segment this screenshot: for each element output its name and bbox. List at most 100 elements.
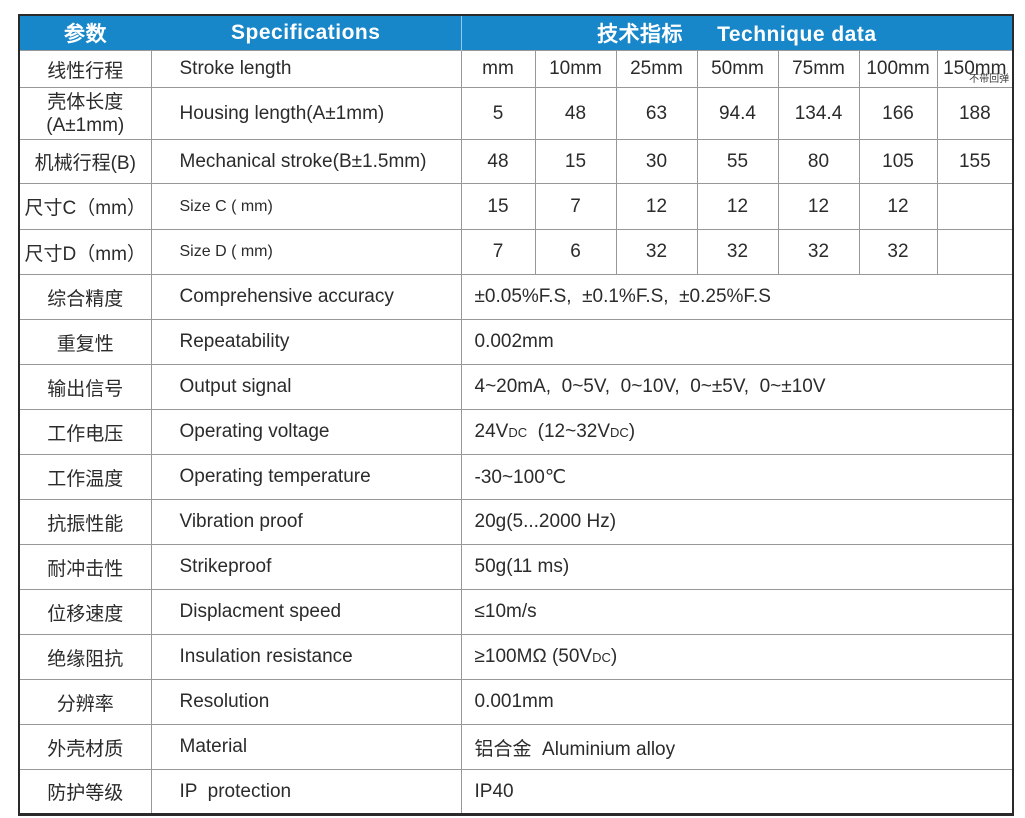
spec-value: ±0.05%F.S, ±0.1%F.S, ±0.25%F.S [460, 274, 1014, 320]
value-text: 150mm [943, 58, 1007, 79]
value-cell: 80 [777, 139, 860, 184]
value-cell: 6 [534, 229, 617, 275]
table-row: 输出信号 Output signal 4~20mA, 0~5V, 0~10V, 0~… [18, 364, 1014, 410]
value-cell: mm [460, 50, 536, 88]
row-label-zh: 分辨率 [18, 679, 152, 725]
header-technique-data: 技术指标 Technique data [460, 15, 1014, 51]
row-label-en: Housing length(A±1mm) [150, 87, 462, 140]
row-label-en: Strikeproof [150, 544, 462, 590]
spec-value: 0.001mm [460, 679, 1014, 725]
row-label-en: Insulation resistance [150, 634, 462, 680]
value-text: 155 [958, 150, 991, 172]
value-cell: 188 [936, 87, 1014, 140]
value-text: ≥100MΩ (50V [474, 646, 593, 667]
value-cell: 5 [460, 87, 536, 140]
value-cell [936, 183, 1014, 230]
value-cell: 12 [858, 183, 938, 230]
row-label-zh: 尺寸D（mm） [18, 229, 152, 275]
value-cell: 94.4 [696, 87, 779, 140]
value-cell: 25mm [615, 50, 698, 88]
spec-value: 铝合金 Aluminium alloy [460, 724, 1014, 770]
value-text: 15 [564, 150, 587, 172]
value-text: 105 [882, 150, 914, 172]
value-text: ≤10m/s [474, 601, 537, 622]
value-subscript: DC [508, 425, 528, 440]
value-cell: 32 [615, 229, 698, 275]
value-cell: 55 [696, 139, 779, 184]
row-label-en: Size C ( mm) [150, 183, 462, 230]
row-label-zh: 防护等级 [18, 769, 152, 815]
row-label-zh: 尺寸C（mm） [18, 183, 152, 230]
row-label-en: Operating voltage [150, 409, 462, 455]
table-row: 防护等级 IP protection IP40 [18, 769, 1014, 815]
spec-value: ≤10m/s [460, 589, 1014, 635]
row-label-en: Repeatability [150, 319, 462, 365]
value-text: 24V [474, 421, 509, 442]
value-text: 0.001mm [474, 691, 554, 712]
header-param: 参数 [19, 15, 151, 51]
row-label-en: Material [150, 724, 462, 770]
value-text: 188 [958, 102, 991, 124]
value-text: 12 [645, 195, 668, 217]
value-cell: 32 [696, 229, 779, 275]
value-text: ) [610, 646, 618, 667]
value-text: 铝合金 Aluminium alloy [474, 738, 676, 760]
value-cell: 48 [460, 139, 536, 184]
spec-value: 0.002mm [460, 319, 1014, 365]
table-row: 耐冲击性 Strikeproof 50g(11 ms) [18, 544, 1014, 590]
row-label-en: Stroke length [150, 50, 462, 88]
value-subscript: DC [610, 425, 629, 440]
row-label-zh: 机械行程(B) [18, 139, 152, 184]
header-specifications: Specifications [151, 15, 461, 51]
value-text: 5 [492, 102, 504, 124]
row-label-en: Output signal [150, 364, 462, 410]
value-cell: 150mm 不带回弹 [936, 50, 1014, 88]
spec-value: 20g(5...2000 Hz) [460, 499, 1014, 545]
row-label-zh: 工作温度 [18, 454, 152, 500]
spec-value: 50g(11 ms) [460, 544, 1014, 590]
table-row: 壳体长度 (A±1mm) Housing length(A±1mm) 5 48 63 94.… [18, 87, 1014, 140]
header-row: 参数 Specifications 技术指标 Technique data [19, 15, 1014, 51]
value-text: 50g(11 ms) [474, 556, 570, 577]
header-tech-en: Technique data [717, 23, 877, 46]
value-text: (12~32V [527, 421, 611, 442]
table-row: 工作温度 Operating temperature -30~100℃ [18, 454, 1014, 500]
value-cell [936, 229, 1014, 275]
value-cell: 10mm [534, 50, 617, 88]
value-subscript: DC [592, 650, 611, 665]
value-cell: 12 [777, 183, 860, 230]
spec-value: 24VDC (12~32VDC) [460, 409, 1014, 455]
value-text: 30 [645, 150, 668, 172]
value-text: 10mm [549, 58, 602, 79]
value-text: 12 [887, 195, 909, 217]
value-text: 12 [726, 195, 749, 217]
value-cell: 48 [534, 87, 617, 140]
value-text: 15 [487, 195, 509, 217]
value-cell: 63 [615, 87, 698, 140]
value-text: 4~20mA, 0~5V, 0~10V, 0~±5V, 0~±10V [474, 376, 826, 397]
value-cell: 15 [534, 139, 617, 184]
table-row: 位移速度 Displacment speed ≤10m/s [18, 589, 1014, 635]
value-cell: 166 [858, 87, 938, 140]
value-cell: 134.4 [777, 87, 860, 140]
row-label-zh: 重复性 [18, 319, 152, 365]
value-cell: 12 [696, 183, 779, 230]
value-text: 12 [807, 195, 830, 217]
value-cell: 105 [858, 139, 938, 184]
value-text: 75mm [792, 58, 845, 79]
table-row: 尺寸C（mm） Size C ( mm) 15 7 12 12 12 12 [18, 183, 1014, 230]
value-cell: 30 [615, 139, 698, 184]
row-label-en: Operating temperature [150, 454, 462, 500]
value-text: 48 [487, 150, 509, 172]
value-text: 166 [882, 102, 914, 124]
row-label-zh-line2: (A±1mm) [46, 114, 125, 136]
value-text: -30~100℃ [474, 466, 567, 488]
row-label-en: Resolution [150, 679, 462, 725]
row-label-en: Vibration proof [150, 499, 462, 545]
value-text: 25mm [630, 58, 683, 79]
value-text: 20g(5...2000 Hz) [474, 511, 617, 532]
value-cell: 100mm [858, 50, 938, 88]
value-text: 80 [807, 150, 830, 172]
row-label-zh: 外壳材质 [18, 724, 152, 770]
row-label-en: Comprehensive accuracy [150, 274, 462, 320]
